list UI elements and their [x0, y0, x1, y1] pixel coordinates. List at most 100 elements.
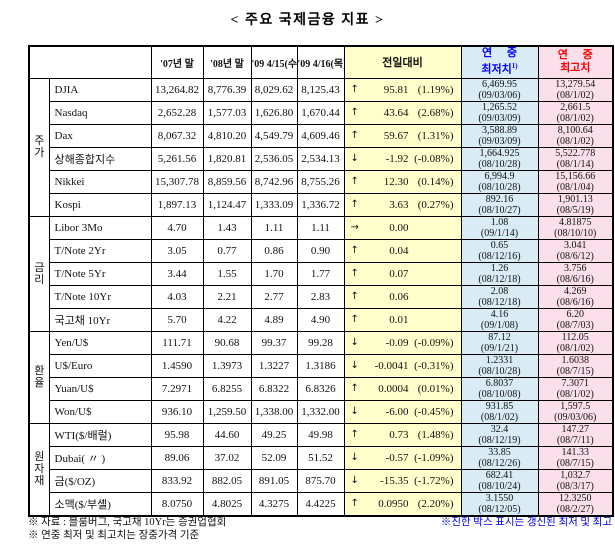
- year-low-value: 33.85: [488, 446, 511, 458]
- table-row: Won/U$ 936.10 1,259.50 1,338.00 1,332.00…: [29, 399, 614, 424]
- year-low-cell: 33.85 (08/12/26): [460, 445, 539, 470]
- year-high-cell: 5,522.778 (08/1/14): [537, 146, 614, 171]
- year-low-value: 1,265.52: [482, 101, 517, 113]
- value-0416: 1.11: [296, 215, 345, 240]
- year-high-date: (08/1/02): [556, 112, 594, 124]
- change-percent: (1.31%): [417, 129, 454, 142]
- instrument-name: Yen/U$: [48, 330, 152, 355]
- value-07: 8.0750: [150, 491, 204, 516]
- group-label: 원 자 재: [28, 422, 50, 516]
- value-07: 2,652.28: [150, 100, 204, 125]
- year-low-value: 32.4: [490, 423, 509, 435]
- table-row: 환 율 Yen/U$ 111.71 90.68 99.37 99.28 ↓ -0.…: [28, 330, 614, 424]
- table-row: 금($/OZ) 833.92 882.05 891.05 875.70 ↓ -1…: [29, 468, 614, 493]
- group-label: 주 가: [28, 77, 50, 217]
- table-body: 주 가 DJIA 13,264.82 8,776.39 8,029.62 8,12…: [28, 77, 614, 516]
- year-high-cell: 112.05 (08/1/02): [537, 330, 614, 355]
- value-07: 5.70: [150, 307, 204, 332]
- year-high-cell: 1,597.5 (09/03/06): [537, 399, 614, 424]
- year-high-value: 1,032.7: [560, 469, 591, 481]
- change-value: 0.07: [389, 267, 409, 280]
- change-percent: (-0.31%): [414, 359, 454, 372]
- year-low-date: (08/10/28): [478, 158, 521, 170]
- year-low-cell: 3.1550 (08/12/05): [460, 491, 539, 516]
- table-row: 금 리 Libor 3Mo 4.70 1.43 1.11 1.11 → 0.00 …: [28, 215, 614, 332]
- value-07: 7.2971: [150, 376, 204, 401]
- year-high-value: 4.81875: [559, 216, 592, 228]
- year-low-cell: 87.12 (09/1/21): [460, 330, 539, 355]
- year-high-date: (08/1/02): [556, 135, 594, 147]
- year-low-date: (08/12/16): [478, 250, 521, 262]
- year-low-value: 4.16: [490, 308, 509, 320]
- header-year-high: 연 중 최고치: [537, 45, 614, 79]
- value-07: 4.03: [150, 284, 204, 309]
- instrument-name: T/Note 10Yr: [48, 284, 152, 309]
- instrument-name: Dubai( 〃 ): [48, 445, 152, 470]
- instrument-name: 국고채 10Yr: [48, 307, 152, 332]
- header-row: '07년 말 '08년 말 '09 4/15(수) '09 4/16(목) 전일…: [28, 45, 614, 79]
- year-high-cell: 1.6038 (08/7/15): [537, 353, 614, 378]
- daily-change-cell: ↑ 0.04: [343, 238, 462, 263]
- value-0415: 52.09: [250, 445, 298, 470]
- year-high-date: (08/2/27): [556, 503, 594, 515]
- value-0416: 1,332.00: [296, 399, 345, 424]
- instrument-name: T/Note 2Yr: [48, 238, 152, 263]
- year-low-value: 87.12: [488, 331, 511, 343]
- value-08: 8,859.56: [202, 169, 252, 194]
- year-high-value: 1.6038: [561, 354, 590, 366]
- footnotes: ※ 자료 : 블룸버그, 국고채 10Yr는 증권업협회 ※ 연중 최저 및 최…: [28, 516, 612, 542]
- value-07: 8,067.32: [150, 123, 204, 148]
- year-low-cell: 4.16 (09/1/08): [460, 307, 539, 332]
- year-low-date: (09/1/08): [480, 319, 519, 331]
- year-high-value: 15,156.66: [555, 170, 596, 182]
- value-0416: 2,534.13: [296, 146, 345, 171]
- year-high-cell: 4.81875 (08/10/10): [537, 215, 614, 240]
- change-percent: (-0.09%): [414, 336, 454, 349]
- change-value: 12.30: [383, 175, 409, 188]
- instrument-name: WTI($/배럴): [48, 422, 152, 447]
- year-high-cell: 4.269 (08/6/16): [537, 284, 614, 309]
- year-low-value: 0.65: [490, 239, 509, 251]
- value-08: 1,259.50: [202, 399, 252, 424]
- year-high-date: (08/5/19): [556, 204, 594, 216]
- value-0416: 8,125.43: [296, 77, 345, 102]
- year-high-value: 8,100.64: [557, 124, 593, 136]
- year-low-value: 931.85: [485, 400, 514, 412]
- year-high-date: (08/7/11): [556, 434, 594, 446]
- year-low-cell: 1.2331 (08/10/28): [460, 353, 539, 378]
- value-0415: 8,029.62: [250, 77, 298, 102]
- value-08: 0.77: [202, 238, 252, 263]
- instrument-name: Nasdaq: [48, 100, 152, 125]
- year-low-value: 892.16: [485, 193, 514, 205]
- header-year-low-line2: 최저치1): [481, 62, 518, 77]
- value-0415: 6.8322: [250, 376, 298, 401]
- table-row: 주 가 DJIA 13,264.82 8,776.39 8,029.62 8,12…: [28, 77, 614, 217]
- change-arrow-icon: ↑: [350, 245, 359, 256]
- year-low-cell: 6,469.95 (09/03/06): [460, 77, 539, 102]
- year-low-date: (08/12/05): [478, 503, 521, 515]
- daily-change-cell: ↓ -0.57 (-1.09%): [343, 445, 462, 470]
- year-high-date: (08/7/03): [556, 319, 594, 331]
- value-07: 95.98: [150, 422, 204, 447]
- footnote-basis: ※ 연중 최저 및 최고치는 장중가격 기준: [28, 530, 200, 541]
- change-percent: (0.01%): [417, 382, 454, 395]
- value-0415: 2,536.05: [250, 146, 298, 171]
- year-high-date: (08/1/04): [556, 181, 594, 193]
- year-high-cell: 141.33 (08/7/15): [537, 445, 614, 470]
- change-arrow-icon: ↓: [350, 337, 359, 348]
- value-0416: 1.77: [296, 261, 345, 286]
- instrument-name: T/Note 5Yr: [48, 261, 152, 286]
- table-row: Nikkei 15,307.78 8,859.56 8,742.96 8,755…: [29, 169, 614, 194]
- year-low-date: (08/10/28): [478, 365, 521, 377]
- daily-change-cell: ↑ 12.30 (0.14%): [343, 169, 462, 194]
- instrument-name: Yuan/U$: [48, 376, 152, 401]
- year-low-date: (08/12/18): [478, 296, 521, 308]
- year-low-value: 6.8037: [485, 377, 514, 389]
- year-high-cell: 2,661.5 (08/1/02): [537, 100, 614, 125]
- header-year-high-line2: 최고치: [560, 62, 591, 75]
- year-low-date: (08/10/28): [478, 181, 521, 193]
- year-low-date: (09/1/14): [480, 227, 519, 239]
- change-value: 0.0950: [378, 497, 409, 510]
- year-low-value: 2.08: [490, 285, 509, 297]
